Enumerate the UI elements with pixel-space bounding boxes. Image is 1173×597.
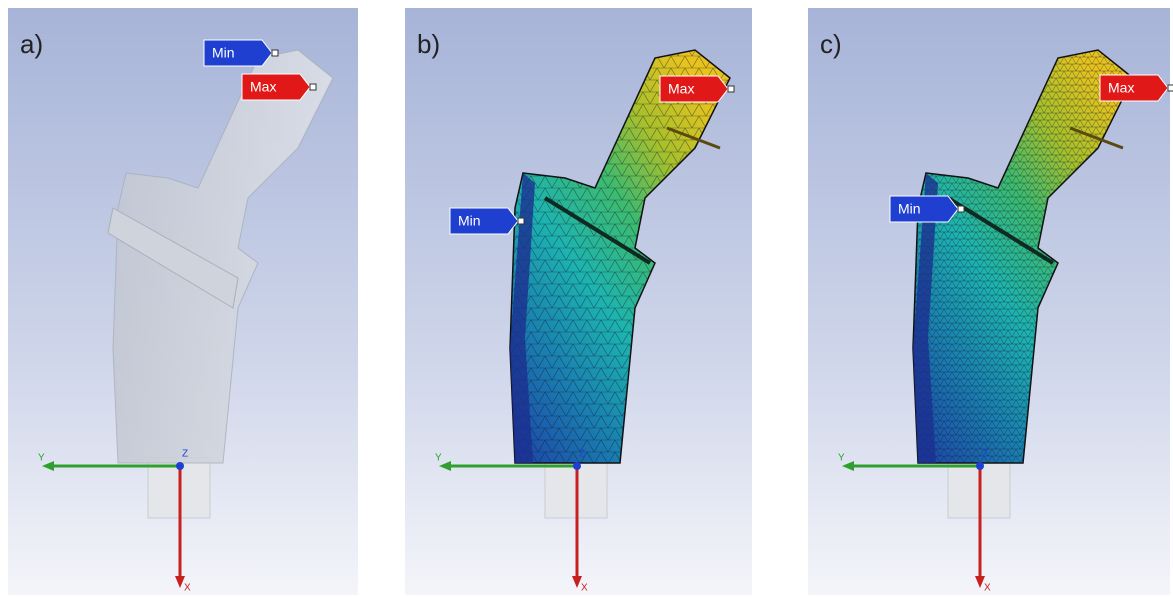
max-tag-pin bbox=[1168, 85, 1173, 91]
min-tag-label: Min bbox=[212, 45, 235, 61]
axis-z bbox=[176, 462, 184, 470]
min-tag-pin bbox=[958, 206, 964, 212]
figure: Y Z X Min Max a) Y Z X Min Max b) Y Z X Min Max c) bbox=[0, 0, 1173, 597]
axis-x-label: X bbox=[984, 583, 991, 594]
axis-z-label: Z bbox=[982, 449, 988, 460]
axis-x-label: X bbox=[184, 583, 191, 594]
axis-z bbox=[573, 462, 581, 470]
panel: Y Z X Min Max a) bbox=[8, 8, 358, 595]
min-tag-pin bbox=[272, 50, 278, 56]
panel-label: b) bbox=[417, 29, 440, 59]
panel-label: c) bbox=[820, 29, 842, 59]
axis-z bbox=[976, 462, 984, 470]
panel: Y Z X Min Max b) bbox=[405, 8, 752, 595]
axis-y-label: Y bbox=[38, 453, 45, 464]
max-tag-pin bbox=[310, 84, 316, 90]
axis-y-label: Y bbox=[435, 453, 442, 464]
panel-label: a) bbox=[20, 29, 43, 59]
min-tag-pin bbox=[518, 218, 524, 224]
max-tag-pin bbox=[728, 86, 734, 92]
panel: Y Z X Min Max c) bbox=[808, 8, 1173, 595]
axis-z-label: Z bbox=[579, 449, 585, 460]
min-tag-label: Min bbox=[898, 201, 921, 217]
axis-x-label: X bbox=[581, 583, 588, 594]
max-tag-label: Max bbox=[1108, 80, 1134, 96]
min-tag-label: Min bbox=[458, 213, 481, 229]
axis-z-label: Z bbox=[182, 449, 188, 460]
max-tag-label: Max bbox=[250, 79, 276, 95]
max-tag-label: Max bbox=[668, 81, 694, 97]
axis-y-label: Y bbox=[838, 453, 845, 464]
